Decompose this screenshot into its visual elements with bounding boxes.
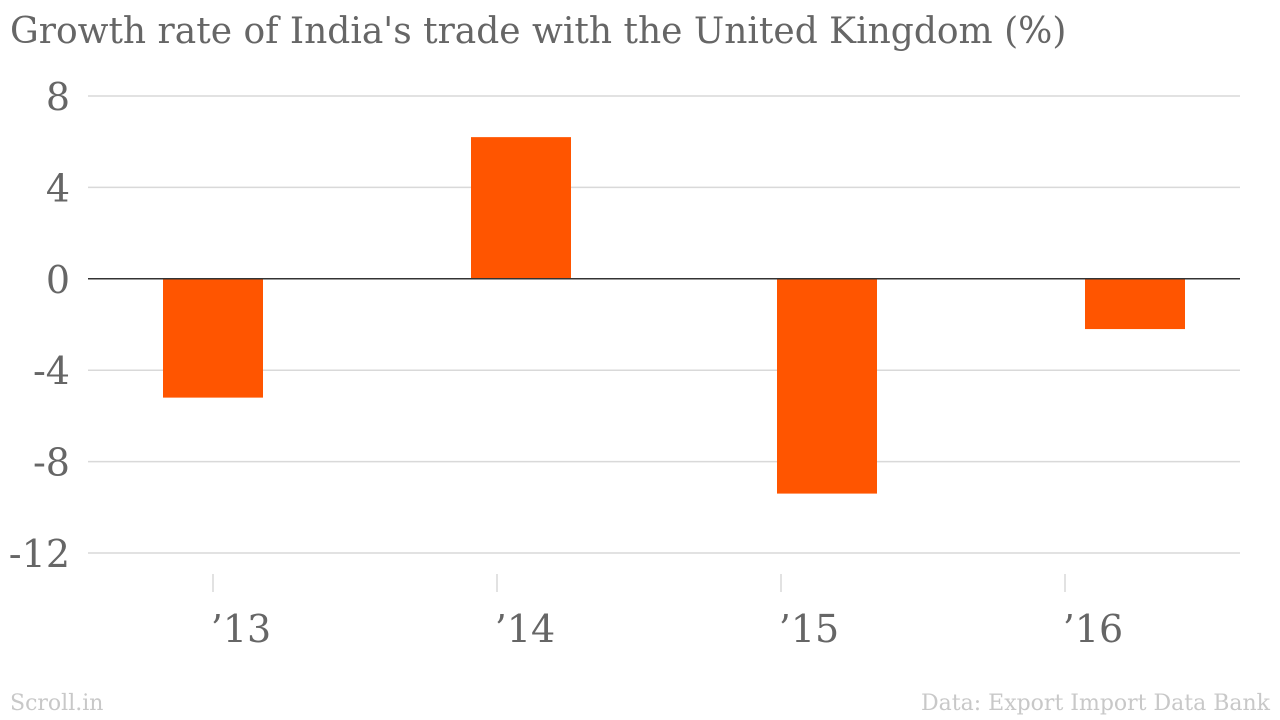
y-tick-label: -4 xyxy=(33,349,70,393)
x-tick-label: ’16 xyxy=(1063,607,1123,651)
x-tick-label: ’13 xyxy=(211,607,271,651)
x-tick-label: ’14 xyxy=(495,607,555,651)
gridlines xyxy=(88,95,1240,554)
y-axis-tick-labels: 8 4 0 -4 -8 -12 xyxy=(9,75,70,576)
bar xyxy=(1085,278,1185,330)
source-note: Data: Export Import Data Bank xyxy=(921,691,1270,716)
bars xyxy=(163,137,1185,494)
y-tick-label: -8 xyxy=(33,441,70,485)
chart-title: Growth rate of India's trade with the Un… xyxy=(10,11,1067,52)
bar xyxy=(777,278,877,494)
y-tick-label: 4 xyxy=(46,166,70,210)
bar xyxy=(471,137,571,279)
y-tick-label: 0 xyxy=(46,258,70,302)
y-tick-label: -12 xyxy=(9,532,70,576)
x-axis-ticks: ’13 ’14 ’15 ’16 xyxy=(211,574,1123,651)
source-brand: Scroll.in xyxy=(10,691,104,716)
y-tick-label: 8 xyxy=(46,75,70,119)
x-tick-label: ’15 xyxy=(779,607,839,651)
bar xyxy=(163,278,263,398)
